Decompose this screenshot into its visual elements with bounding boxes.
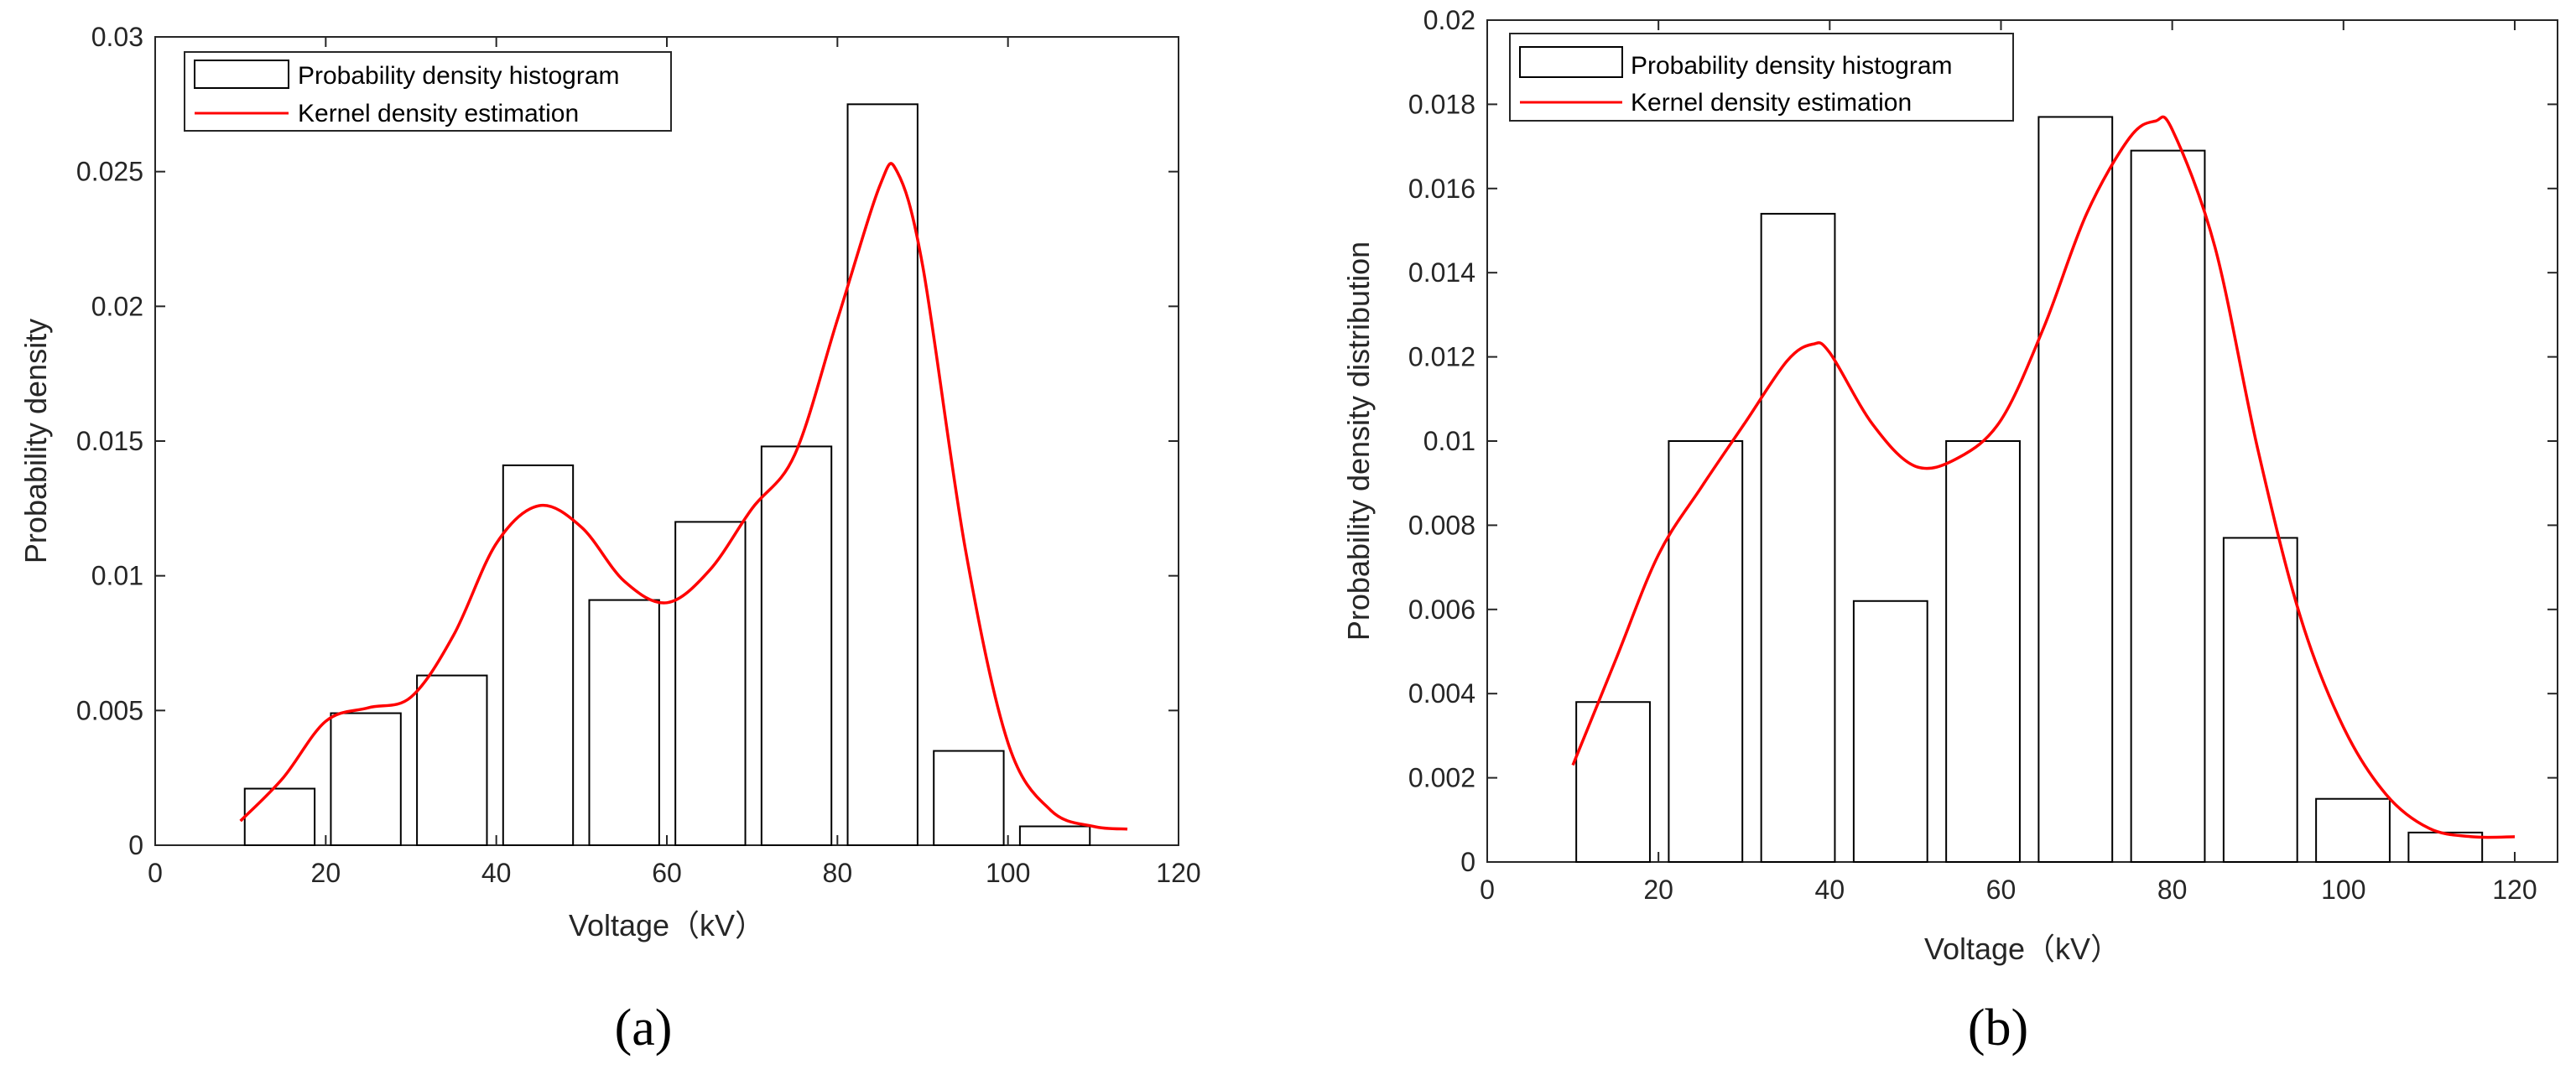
kde-curve-a (239, 162, 1128, 831)
x-tick-label-b: 120 (2492, 875, 2537, 905)
axis-ticks-a: 0 20 40 60 80 100 120 0 0.005 0.01 0.015 0.02 0.025 0… (76, 22, 1201, 888)
legend-b: Probability density histogram Kernel den… (1509, 33, 2014, 122)
x-tick-label-b: 80 (2157, 875, 2188, 905)
y-axis-label-a: Probability density (18, 319, 53, 563)
histogram-bar-b (1760, 212, 1836, 864)
y-tick-label-b: 0.01 (1423, 426, 1475, 456)
y-tick-label-a: 0.025 (76, 157, 143, 187)
legend-histogram-swatch-b (1519, 46, 1623, 78)
y-axis-label-b: Probability density distribution (1341, 241, 1376, 641)
panel-label-b: (b) (1968, 1000, 2028, 1057)
histogram-bar-a (933, 750, 1005, 846)
legend-histogram-label-b: Probability density histogram (1631, 52, 1953, 80)
legend-histogram-label-a: Probability density histogram (298, 62, 620, 90)
y-tick-label-a: 0.015 (76, 426, 143, 456)
histogram-bar-b (1852, 600, 1928, 863)
legend-a: Probability density histogram Kernel den… (184, 51, 672, 132)
histogram-bars-b (1575, 116, 2484, 864)
x-tick-label-a: 20 (311, 858, 341, 888)
y-tick-label-b: 0.014 (1408, 257, 1475, 288)
panel-label-a: (a) (615, 1000, 673, 1057)
legend-histogram-swatch-a (194, 60, 289, 89)
histogram-bar-b (1945, 440, 2021, 863)
kde-line-b (1571, 115, 2516, 839)
x-tick-label-b: 100 (2321, 875, 2365, 905)
histogram-bar-b (2222, 537, 2298, 864)
legend-kde-label-b: Kernel density estimation (1631, 89, 1912, 117)
x-tick-label-a: 120 (1156, 858, 1200, 888)
x-tick-label-b: 40 (1815, 875, 1845, 905)
histogram-bar-a (588, 599, 660, 846)
x-tick-label-b: 0 (1480, 875, 1495, 905)
histogram-bar-a (416, 674, 488, 846)
histogram-bar-b (2315, 797, 2391, 864)
x-tick-label-a: 0 (148, 858, 163, 888)
y-tick-label-a: 0.01 (91, 561, 143, 591)
x-axis-label-a: Voltage（kV） (569, 908, 765, 942)
y-tick-label-a: 0 (128, 830, 143, 860)
histogram-bar-a (330, 712, 402, 847)
y-tick-label-b: 0.008 (1408, 510, 1475, 540)
histogram-bar-a (1018, 825, 1091, 846)
x-tick-label-a: 80 (823, 858, 853, 888)
y-tick-label-a: 0.02 (91, 291, 143, 321)
histogram-bar-a (760, 445, 833, 847)
y-tick-label-b: 0 (1460, 847, 1475, 877)
y-tick-label-a: 0.005 (76, 695, 143, 725)
histogram-bar-b (2130, 149, 2206, 863)
y-tick-label-b: 0.006 (1408, 595, 1475, 625)
y-tick-label-b: 0.02 (1423, 5, 1475, 35)
axis-ticks-b: 0 20 40 60 80 100 120 0 0.002 0.004 0.006 0.008 0.01… (1408, 5, 2558, 905)
legend-kde-label-a: Kernel density estimation (298, 100, 579, 127)
plot-frame-a (154, 36, 1179, 846)
histogram-bar-a (502, 464, 575, 846)
histogram-bar-b (1668, 440, 1744, 863)
y-tick-label-b: 0.002 (1408, 763, 1475, 793)
x-tick-label-b: 20 (1643, 875, 1673, 905)
chart-a: 0 20 40 60 80 100 120 0 0.005 0.01 0.015 0.02 0.025 0… (18, 22, 1201, 1057)
histogram-bar-b (2037, 116, 2114, 863)
x-tick-label-a: 100 (986, 858, 1030, 888)
histogram-bars-a (243, 103, 1091, 847)
x-axis-label-b: Voltage（kV） (1924, 932, 2121, 966)
histogram-bar-a (674, 521, 747, 847)
y-tick-label-a: 0.03 (91, 22, 143, 52)
kde-line-a (239, 162, 1128, 831)
kde-curve-b (1571, 115, 2516, 839)
y-tick-label-b: 0.016 (1408, 174, 1475, 204)
histogram-bar-a (243, 787, 316, 847)
y-tick-label-b: 0.012 (1408, 342, 1475, 372)
chart-b: 0 20 40 60 80 100 120 0 0.002 0.004 0.006 0.008 0.01… (1341, 5, 2558, 1057)
x-tick-label-b: 60 (1986, 875, 2017, 905)
y-tick-label-b: 0.018 (1408, 89, 1475, 119)
histogram-bar-a (846, 103, 919, 847)
x-tick-label-a: 40 (481, 858, 512, 888)
x-tick-label-a: 60 (652, 858, 682, 888)
y-tick-label-b: 0.004 (1408, 678, 1475, 709)
